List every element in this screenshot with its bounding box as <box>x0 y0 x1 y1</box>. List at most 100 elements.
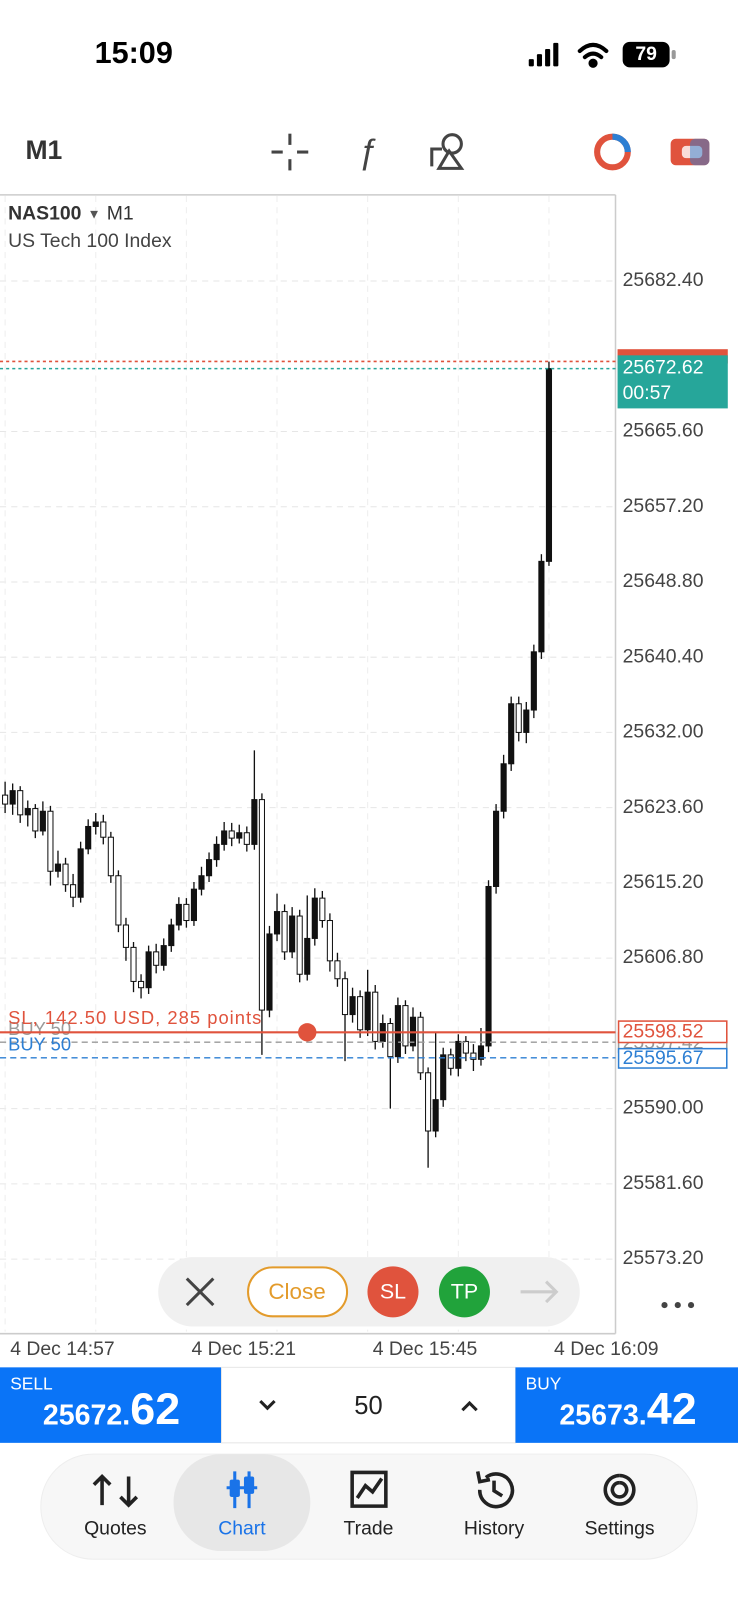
grid: 25682.40 25665.60 25657.20 25648.80 25640.40… <box>0 195 704 1360</box>
plot <box>2 361 553 1168</box>
chart-header: NAS100 ▼ M1 US Tech 100 Index <box>8 202 172 252</box>
sl-button[interactable] <box>367 1266 419 1318</box>
tab-label[interactable]: History <box>464 1518 525 1540</box>
candle-body <box>372 991 379 1042</box>
candle-body <box>349 996 356 1016</box>
tab-icon <box>603 1473 636 1506</box>
candle-body <box>47 810 54 872</box>
candle-body <box>17 790 24 816</box>
tab-label[interactable]: Quotes <box>84 1518 146 1540</box>
candle-body <box>341 978 349 1016</box>
wifi-icon <box>577 42 609 68</box>
account-button[interactable] <box>594 133 631 171</box>
candle-body <box>387 1023 394 1058</box>
candle-body <box>394 1005 401 1058</box>
signal-icon <box>528 42 559 67</box>
more-button[interactable] <box>661 1302 695 1309</box>
candle-body <box>77 848 84 898</box>
candle-body <box>500 763 507 812</box>
candle-body <box>258 799 265 1011</box>
tp-label: TP <box>451 1280 478 1304</box>
sl-label: SL <box>380 1280 406 1304</box>
candle-body <box>304 937 311 975</box>
candle-body <box>251 799 258 845</box>
candle-body <box>100 821 107 838</box>
order-bar: Close SL TP <box>158 1257 580 1327</box>
buy-button[interactable] <box>515 1367 738 1443</box>
candle-body <box>122 924 130 948</box>
candle-body <box>455 1040 462 1069</box>
sell-price-integer: 25672. <box>43 1399 130 1431</box>
stop-loss-handle[interactable] <box>298 1023 317 1042</box>
y-tick-label: 25573.20 <box>623 1247 704 1269</box>
candle-body <box>545 368 553 562</box>
next-button[interactable] <box>520 1280 559 1304</box>
candle-body <box>334 960 341 980</box>
candle-body <box>493 810 500 887</box>
close-panel-button[interactable] <box>185 1277 215 1307</box>
candle-body <box>205 859 213 877</box>
timeframe-button[interactable]: M1 <box>25 135 62 165</box>
volume-up-button[interactable] <box>461 1400 478 1412</box>
trade-button[interactable] <box>670 138 710 166</box>
candle-body <box>190 888 198 922</box>
candle-body <box>221 830 228 845</box>
candle-body <box>266 933 273 1011</box>
candle-body <box>54 863 62 872</box>
tab-label[interactable]: Chart <box>218 1518 266 1540</box>
candle-body <box>160 945 167 966</box>
bid-price-label: 25672.62 <box>623 357 704 379</box>
x-tick-label: 4 Dec 16:09 <box>554 1338 659 1360</box>
close-button[interactable] <box>247 1266 349 1318</box>
candle-body <box>432 1099 439 1132</box>
position-label[interactable]: BUY 50 <box>8 1018 71 1039</box>
candle-body <box>402 1005 409 1047</box>
candle-body <box>417 1016 424 1074</box>
y-tick-label: 25623.60 <box>623 796 704 818</box>
objects-button[interactable] <box>430 133 465 170</box>
indicators-button[interactable]: ƒ <box>358 133 377 172</box>
candle-body <box>311 897 318 939</box>
volume[interactable]: 50 <box>354 1392 382 1420</box>
y-tick-label: 25640.40 <box>623 645 704 667</box>
candle-body <box>289 915 296 953</box>
candle-body <box>130 946 137 982</box>
tab-icon <box>229 1479 240 1497</box>
stop-loss-label[interactable]: SL, 142.50 USD, 285 points <box>8 1007 262 1028</box>
buy-price-integer: 25673. <box>559 1399 646 1431</box>
dropdown-arrow: ▼ <box>88 206 101 221</box>
candle-body <box>115 875 122 926</box>
candle-body <box>477 1045 485 1060</box>
candle-body <box>508 703 515 765</box>
tab-active-indicator <box>173 1454 311 1552</box>
candle-body <box>319 897 326 922</box>
crosshair-button[interactable] <box>271 133 309 171</box>
candle-body <box>168 924 175 947</box>
bid-price-tag <box>617 355 728 409</box>
battery-level: 79 <box>635 43 657 65</box>
tab-icon <box>92 1474 139 1508</box>
symbol-description: US Tech 100 Index <box>8 230 172 252</box>
y-tick-label: 25657.20 <box>623 495 704 517</box>
y-tick-label: 25682.40 <box>623 269 704 291</box>
tab-label[interactable]: Settings <box>585 1518 655 1540</box>
buy-price-decimals: 42 <box>647 1383 697 1434</box>
candle-body <box>538 560 545 653</box>
symbol[interactable]: NAS100 ▼ M1 <box>8 202 134 224</box>
candle-body <box>2 794 9 805</box>
symbol-timeframe: M1 <box>107 202 134 224</box>
candle-body <box>24 808 31 816</box>
buy-label: BUY <box>526 1373 562 1393</box>
volume-down-button[interactable] <box>259 1399 276 1411</box>
candle-body <box>462 1040 469 1054</box>
battery-icon: 79 <box>622 41 676 68</box>
tab-label[interactable]: Trade <box>344 1518 394 1540</box>
sell-button[interactable] <box>0 1367 222 1443</box>
position-label[interactable]: BUY 50 <box>8 1033 71 1054</box>
tab-icon <box>243 1476 255 1494</box>
sell-price-decimals: 62 <box>130 1383 180 1434</box>
candle-body <box>175 903 182 926</box>
tp-button[interactable] <box>438 1266 490 1318</box>
